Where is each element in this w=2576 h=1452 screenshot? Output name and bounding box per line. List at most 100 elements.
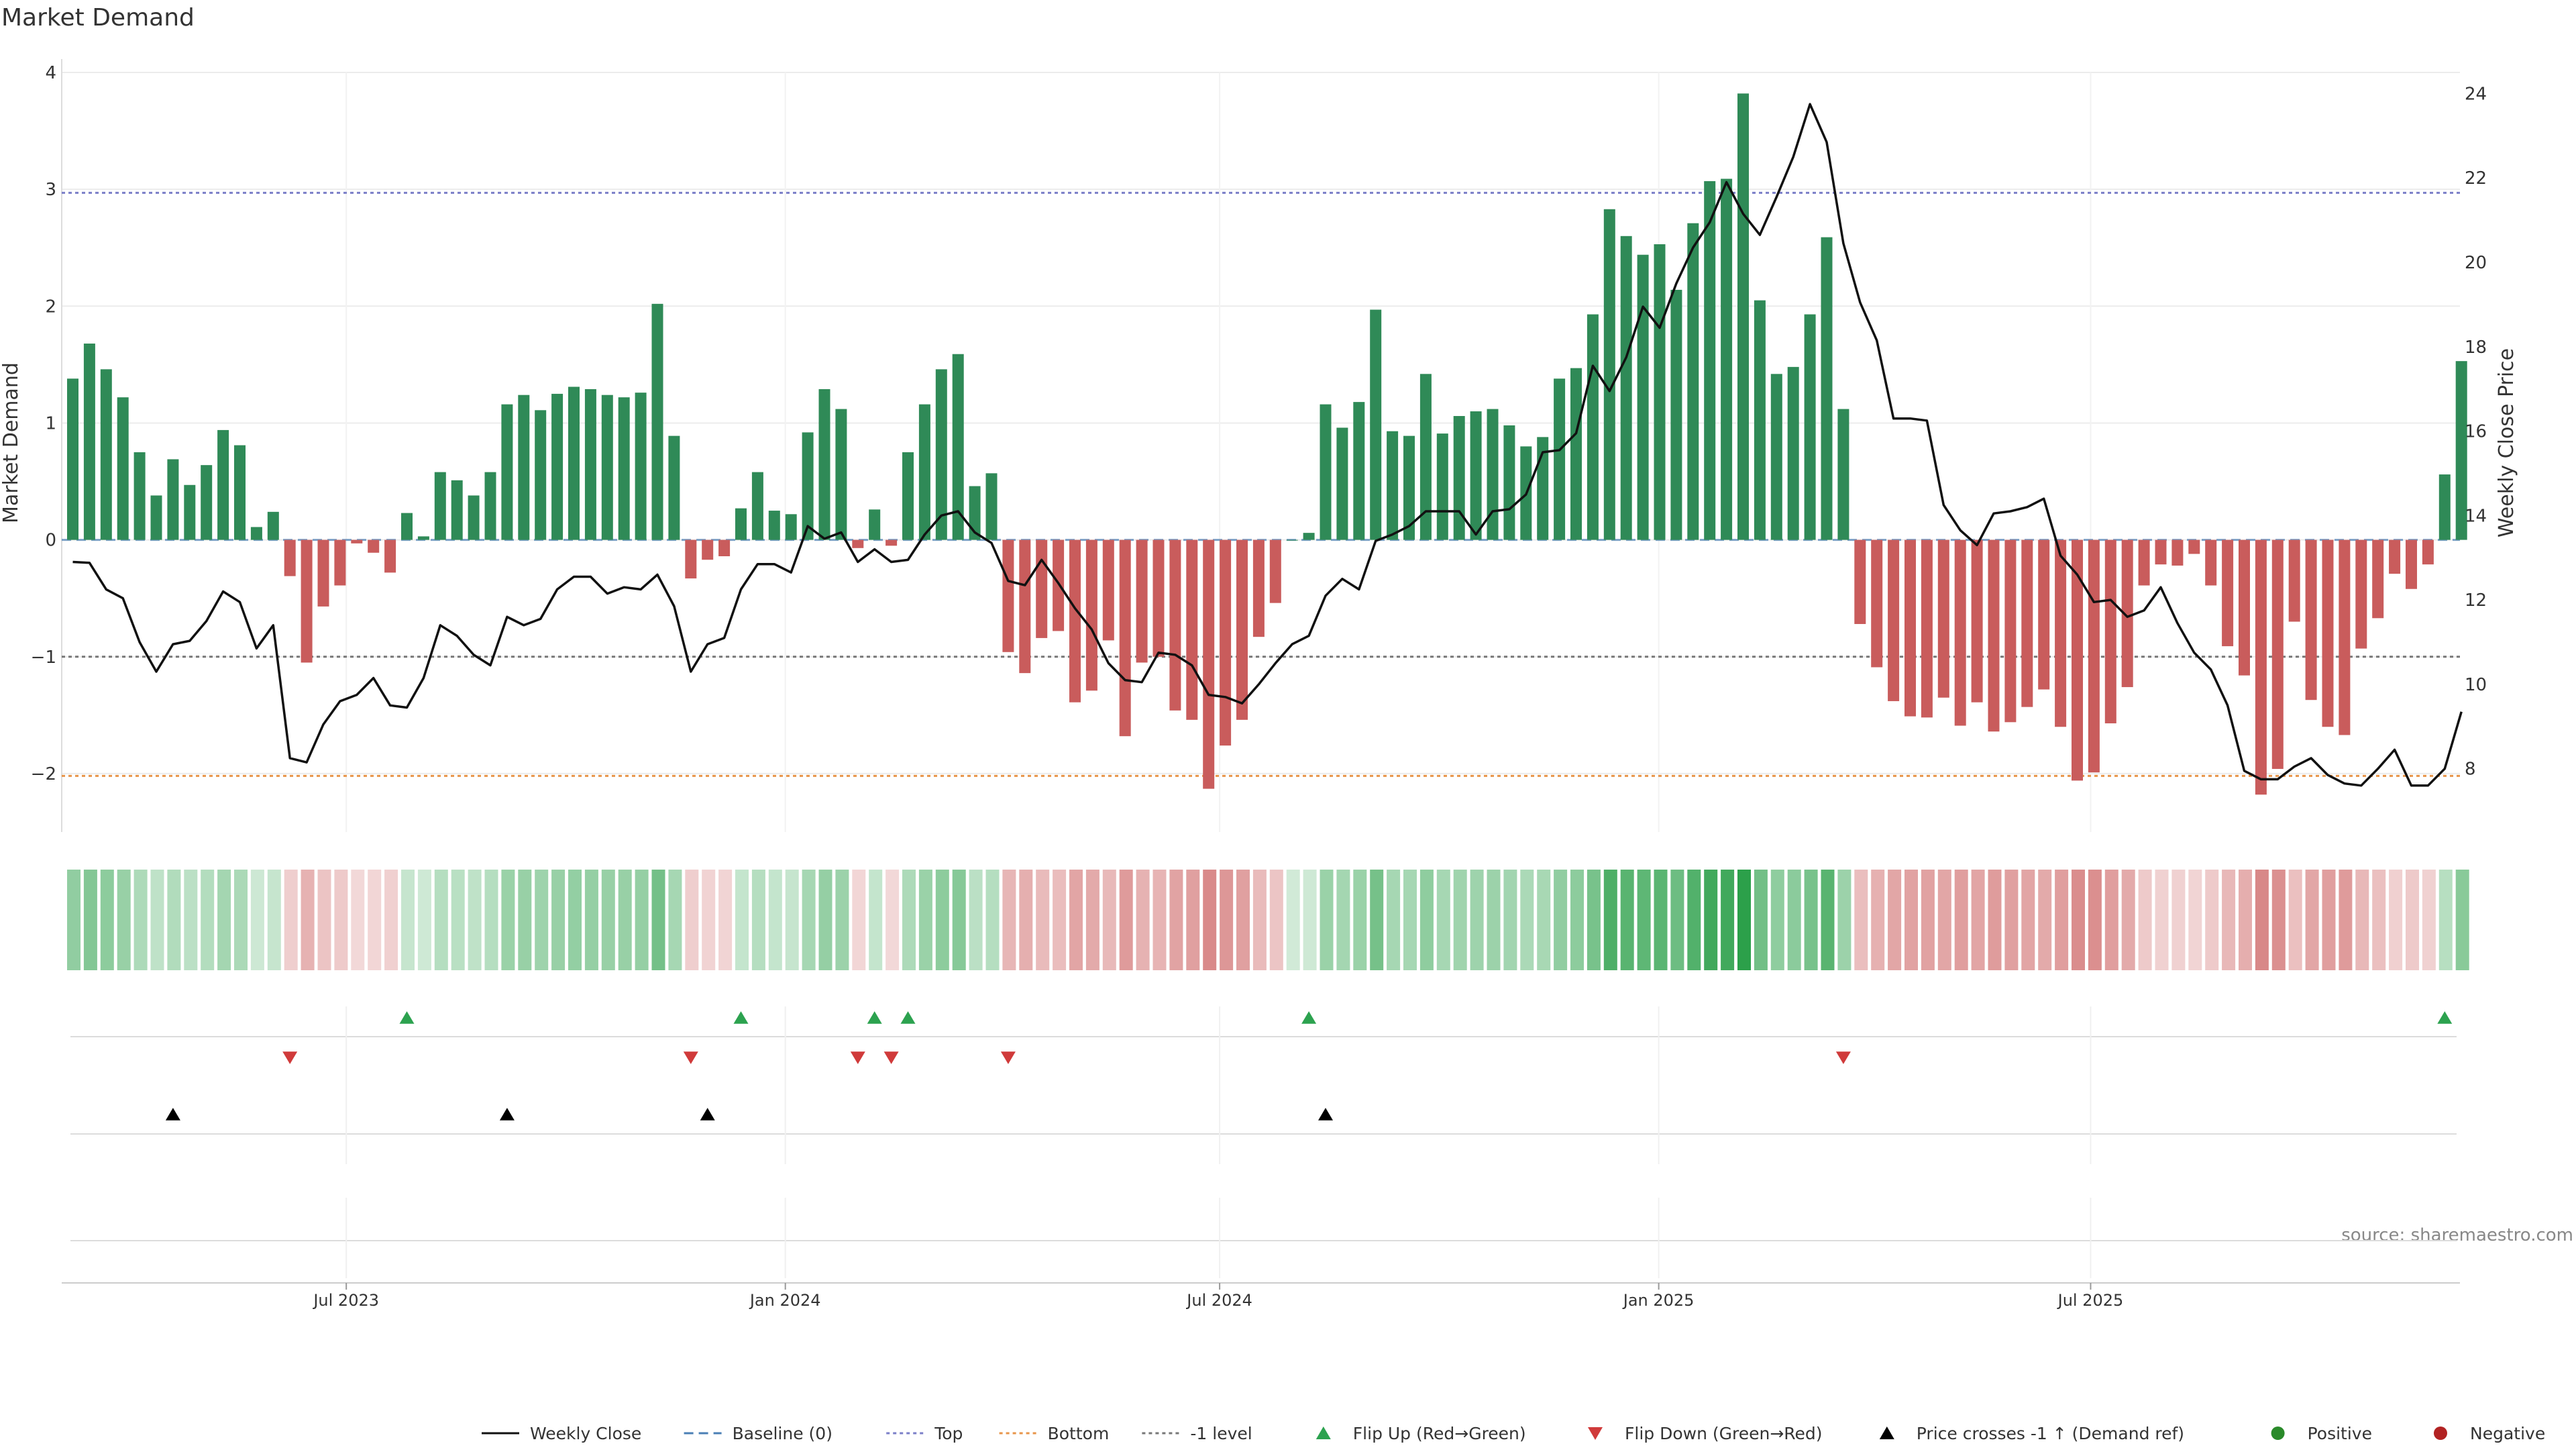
demand-bar [635, 393, 647, 540]
heat-cell [250, 870, 264, 970]
weekly-close-series [72, 103, 2463, 787]
heat-cell [1854, 870, 1868, 970]
demand-bar [417, 536, 429, 540]
heat-cell [702, 870, 716, 970]
heat-cell [2004, 870, 2019, 970]
demand-bar [768, 511, 780, 540]
flip-up-marker [399, 1011, 415, 1024]
heat-cell [1821, 870, 1835, 970]
heat-cell [100, 870, 114, 970]
heat-cell [368, 870, 382, 970]
heat-cell [301, 870, 315, 970]
demand-bar [668, 435, 680, 540]
demand-bar [952, 354, 964, 540]
demand-bar [1403, 435, 1415, 540]
heat-cell [150, 870, 164, 970]
demand-bar [551, 393, 564, 540]
flip-down-marker [1835, 1051, 1851, 1064]
source-label: source: sharemaestro.com [2341, 1225, 2573, 1245]
demand-heat-strip [67, 870, 2469, 970]
legend-label: -1 level [1190, 1424, 1252, 1443]
heat-cell [451, 870, 465, 970]
demand-bar [1637, 254, 1649, 540]
demand-bar [301, 539, 313, 663]
flip-up-marker [900, 1011, 916, 1024]
flip-down-marker [683, 1051, 698, 1064]
heat-cell [1770, 870, 1784, 970]
demand-bars [67, 93, 2467, 795]
left-tick-label: −2 [31, 764, 56, 784]
demand-bar [2155, 539, 2167, 565]
heat-cell [1252, 870, 1267, 970]
heat-cell [2104, 870, 2118, 970]
demand-bar [1320, 404, 1332, 540]
right-tick-label: 10 [2465, 675, 2487, 695]
demand-bar [1904, 539, 1916, 717]
heat-cell [83, 870, 97, 970]
demand-bar [1186, 539, 1198, 720]
demand-bar [2021, 539, 2033, 707]
demand-bar [1220, 539, 1232, 746]
heat-cell [2422, 870, 2436, 970]
demand-bar [1152, 539, 1165, 657]
right-tick-label: 22 [2465, 168, 2487, 189]
demand-bar [67, 378, 78, 540]
heat-cell [2155, 870, 2169, 970]
heat-cell [969, 870, 983, 970]
heat-cell [1837, 870, 1851, 970]
demand-bar [133, 452, 146, 540]
heat-cell [1603, 870, 1617, 970]
demand-bar [2322, 539, 2334, 727]
demand-bar [618, 397, 630, 540]
demand-bar [1236, 539, 1248, 720]
demand-bar [651, 303, 663, 540]
heat-cell [317, 870, 331, 970]
demand-bar [2339, 539, 2351, 735]
heat-cell [885, 870, 900, 970]
heat-cell [417, 870, 431, 970]
heat-cell [1587, 870, 1601, 970]
heat-cell [2222, 870, 2236, 970]
demand-bar [1085, 539, 1097, 691]
demand-bar [1169, 539, 1181, 711]
left-tick-label: −1 [31, 647, 56, 668]
demand-bar [2138, 539, 2150, 586]
legend-label: Negative [2470, 1424, 2545, 1443]
heat-cell [518, 870, 532, 970]
demand-bar [484, 472, 496, 540]
demand-bar [1770, 374, 1782, 540]
demand-bar [1336, 427, 1348, 540]
legend-item: Flip Up (Red→Green) [1316, 1424, 1526, 1443]
demand-bar [2055, 539, 2067, 727]
heat-cell [735, 870, 749, 970]
legend-swatch [1588, 1427, 1603, 1440]
demand-bar [1687, 223, 1699, 540]
legend-item: -1 level [1142, 1424, 1252, 1443]
heat-cell [1002, 870, 1016, 970]
demand-bar [2288, 539, 2300, 622]
legend-item: Top [886, 1424, 963, 1443]
demand-bar [451, 480, 463, 540]
demand-bar [2271, 539, 2284, 769]
heat-cell [1453, 870, 1467, 970]
x-tick-label: Jul 2023 [312, 1291, 379, 1310]
heat-cell [1353, 870, 1367, 970]
demand-bar [1954, 539, 1966, 726]
demand-bar [1370, 309, 1382, 540]
heat-cell [2121, 870, 2135, 970]
heat-cell [2322, 870, 2336, 970]
heat-cell [551, 870, 566, 970]
demand-bar [2438, 474, 2451, 540]
heat-cell [768, 870, 782, 970]
demand-bar [434, 472, 446, 540]
heat-cell [1921, 870, 1935, 970]
flip-up-marker [733, 1011, 749, 1024]
demand-bar [685, 539, 697, 579]
demand-bar [150, 495, 162, 540]
heat-cell [167, 870, 181, 970]
heat-cell [1687, 870, 1701, 970]
heat-cell [1737, 870, 1751, 970]
demand-bar [2072, 539, 2083, 781]
